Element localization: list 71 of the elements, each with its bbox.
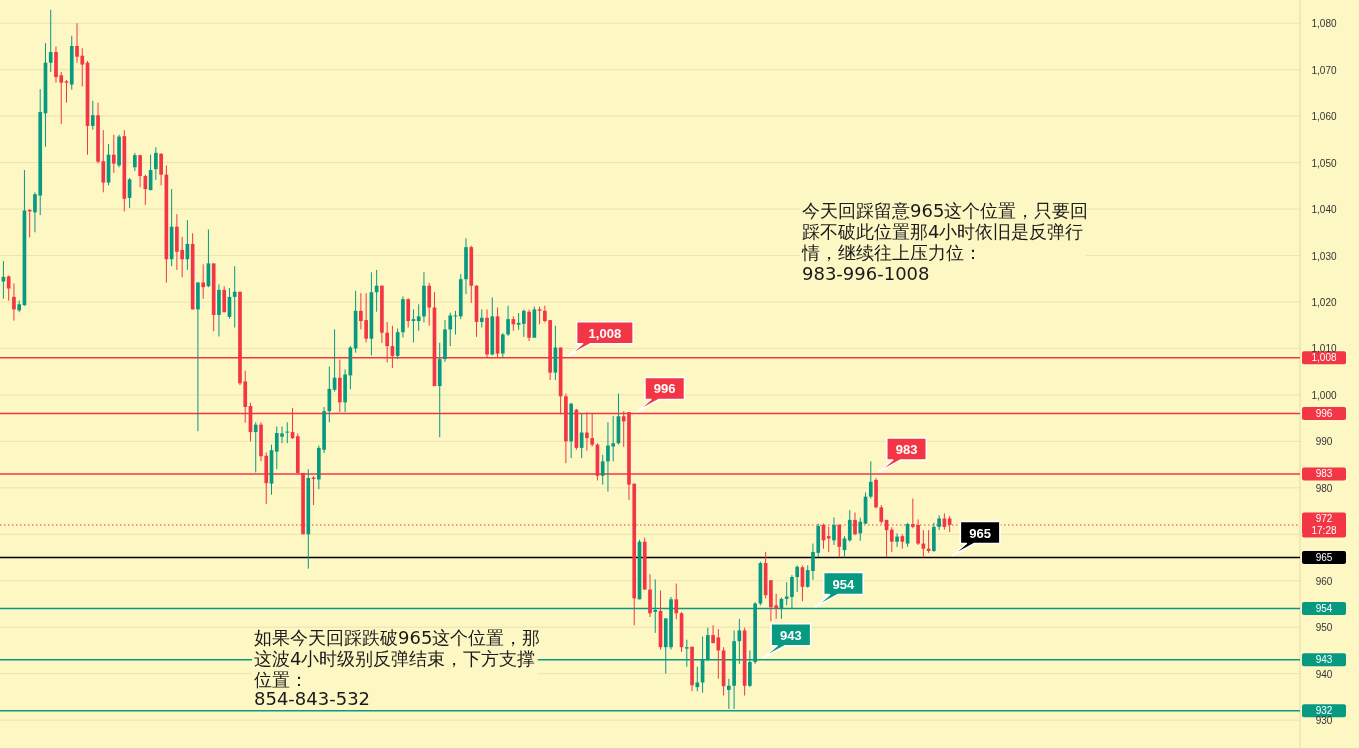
annotation: 854-843-532 bbox=[254, 688, 371, 709]
candlestick bbox=[133, 152, 137, 172]
y-tick-label: 1,030 bbox=[1311, 250, 1337, 262]
candlestick bbox=[159, 152, 163, 186]
candlestick bbox=[695, 666, 700, 692]
y-tick-label: 1,080 bbox=[1311, 18, 1337, 30]
text: 1,008 bbox=[588, 325, 622, 341]
candlestick bbox=[6, 275, 11, 302]
text: 965 bbox=[969, 525, 991, 541]
candlestick bbox=[427, 282, 432, 327]
candlestick bbox=[111, 134, 116, 174]
text: 996 bbox=[653, 381, 676, 397]
candlestick bbox=[448, 312, 453, 347]
text: 983 bbox=[895, 441, 918, 457]
y-tick-label: 940 bbox=[1315, 668, 1333, 680]
y-tick-label: 1,040 bbox=[1311, 204, 1337, 216]
candlestick bbox=[600, 454, 605, 486]
candlestick bbox=[48, 9, 53, 73]
candlestick bbox=[579, 412, 584, 459]
candlestick bbox=[138, 154, 142, 188]
candlestick bbox=[395, 327, 400, 360]
ref-line-label: 983 bbox=[1315, 468, 1333, 480]
ref-line-label: 1,008 bbox=[1311, 352, 1337, 364]
candlestick bbox=[232, 265, 237, 329]
candlestick bbox=[222, 285, 227, 313]
ref-line-label: 954 bbox=[1315, 603, 1333, 615]
candlestick bbox=[522, 308, 526, 338]
candlestick bbox=[889, 526, 894, 553]
candlestick bbox=[506, 305, 510, 337]
y-tick-label: 1,070 bbox=[1311, 64, 1337, 76]
y-tick-label: 930 bbox=[1315, 715, 1333, 727]
candlestick bbox=[201, 263, 206, 300]
candlestick bbox=[500, 332, 505, 359]
text: 943 bbox=[780, 627, 802, 643]
annotation: 如果今天回踩跌破965这个位置，那这波4小时级别反弹结束，下方支撑位置： bbox=[254, 627, 541, 690]
candlestick bbox=[64, 79, 69, 104]
ref-line-label: 996 bbox=[1315, 407, 1333, 419]
candlestick bbox=[479, 308, 484, 329]
y-tick-label: 990 bbox=[1315, 436, 1333, 448]
candlestick bbox=[154, 146, 158, 181]
ref-line-label: 943 bbox=[1315, 654, 1333, 666]
candlestick bbox=[674, 583, 679, 620]
candlestick bbox=[606, 421, 610, 493]
candlestick bbox=[90, 100, 95, 131]
candlestick bbox=[868, 460, 873, 500]
candlestick bbox=[406, 297, 411, 329]
candlestick bbox=[12, 282, 16, 322]
y-tick-label: 1,000 bbox=[1311, 389, 1337, 401]
y-tick-label: 1,060 bbox=[1311, 111, 1337, 123]
candlestick bbox=[327, 366, 332, 423]
candlestick bbox=[611, 415, 616, 462]
candlestick bbox=[648, 573, 652, 618]
annotation: 983-996-1008 bbox=[802, 263, 930, 284]
candlestick bbox=[253, 421, 258, 473]
candlestick bbox=[858, 517, 863, 542]
y-tick-label: 1,020 bbox=[1311, 296, 1337, 308]
candlestick bbox=[847, 509, 852, 543]
candlestick bbox=[832, 517, 836, 546]
candlestick bbox=[795, 564, 800, 593]
ref-line-label: 972 17:28 bbox=[1311, 513, 1337, 537]
text: 954 bbox=[832, 576, 855, 592]
candlestick bbox=[416, 303, 421, 332]
y-tick-label: 1,050 bbox=[1311, 157, 1337, 169]
y-tick-label: 960 bbox=[1315, 575, 1333, 587]
ref-line-label: 932 bbox=[1315, 705, 1333, 717]
ref-line-label: 965 bbox=[1315, 552, 1333, 564]
y-tick-label: 980 bbox=[1315, 482, 1333, 494]
y-tick-label: 950 bbox=[1315, 622, 1333, 634]
annotation: 今天回踩留意965这个位置，只要回踩不破此位置那4小时依旧是反弹行情，继续往上压力位： bbox=[801, 200, 1089, 263]
candlestick bbox=[895, 532, 899, 548]
candlestick bbox=[285, 421, 290, 444]
